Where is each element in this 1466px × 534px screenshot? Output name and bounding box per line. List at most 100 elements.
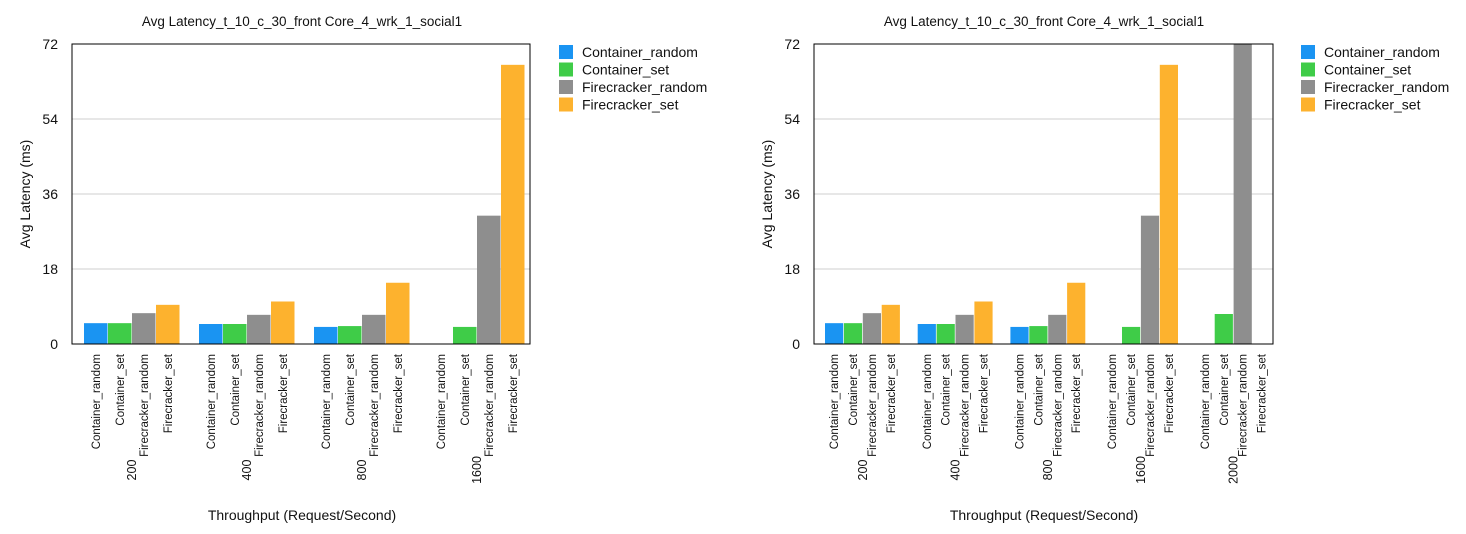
bar [199, 324, 223, 344]
bar [386, 282, 410, 344]
x-series-label: Firecracker_random [1238, 354, 1250, 457]
bar [1159, 64, 1178, 344]
y-tick-label: 0 [792, 336, 800, 352]
x-series-label: Firecracker_random [1145, 354, 1157, 457]
bar [1029, 326, 1048, 344]
bar [917, 324, 936, 344]
x-series-label: Container_random [1015, 354, 1027, 449]
chart-title: Avg Latency_t_10_c_30_front Core_4_wrk_1… [142, 14, 462, 29]
bar [108, 323, 132, 344]
x-series-label: Firecracker_set [1257, 353, 1269, 433]
bar [156, 304, 180, 344]
y-axis-label: Avg Latency (ms) [759, 140, 775, 249]
x-series-label: Firecracker_set [508, 353, 520, 433]
x-category-label: 1600 [1134, 456, 1148, 484]
bar [132, 313, 156, 344]
x-series-label: Container_random [206, 354, 218, 449]
plot-frame [813, 43, 1274, 345]
x-series-label: Container_set [460, 353, 472, 425]
y-tick-label: 36 [42, 186, 58, 202]
x-series-label: Container_set [848, 353, 860, 425]
x-category-label: 1600 [470, 456, 484, 484]
x-series-label: Container_set [115, 353, 127, 425]
x-series-label: Container_random [321, 354, 333, 449]
x-series-label: Firecracker_random [369, 354, 381, 457]
x-category-label: 800 [1041, 460, 1055, 481]
y-tick-label: 18 [42, 261, 58, 277]
x-category-label: 400 [240, 460, 254, 481]
y-tick-label: 36 [784, 186, 800, 202]
legend-label: Firecracker_random [582, 79, 707, 95]
bar [338, 326, 362, 344]
x-series-label: Firecracker_set [1164, 353, 1176, 433]
bar [453, 326, 477, 344]
y-tick-label: 0 [50, 336, 58, 352]
x-category-label: 2000 [1227, 456, 1241, 484]
y-axis-label: Avg Latency (ms) [17, 140, 33, 249]
bar [843, 323, 863, 344]
x-axis-label: Throughput (Request/Second) [208, 507, 396, 523]
x-series-label: Container_random [91, 354, 103, 449]
bar [1048, 314, 1067, 344]
bar [1122, 326, 1141, 344]
x-series-label: Container_random [436, 354, 448, 449]
x-series-label: Firecracker_random [139, 354, 151, 457]
x-series-label: Container_set [345, 353, 357, 425]
x-series-label: Firecracker_set [886, 353, 898, 433]
x-category-label: 200 [125, 460, 139, 481]
bar [477, 215, 501, 344]
x-series-label: Firecracker_random [1052, 354, 1064, 457]
legend-swatch [1301, 97, 1315, 112]
x-series-label: Firecracker_random [960, 354, 972, 457]
bar [1067, 282, 1086, 344]
legend-label: Firecracker_set [582, 97, 679, 113]
x-series-label: Container_random [829, 354, 841, 449]
x-series-label: Firecracker_random [484, 354, 496, 457]
legend-swatch [559, 45, 573, 59]
chart-title: Avg Latency_t_10_c_30_front Core_4_wrk_1… [884, 14, 1204, 29]
x-series-label: Container_set [1126, 353, 1138, 425]
chart-1: Avg Latency_t_10_c_30_front Core_4_wrk_1… [17, 14, 707, 523]
legend-label: Container_set [582, 62, 669, 78]
bar [955, 314, 974, 344]
x-category-label: 200 [856, 460, 870, 481]
legend-label: Container_set [1324, 62, 1411, 78]
x-series-label: Firecracker_set [979, 353, 991, 433]
bar [314, 326, 338, 344]
legend-swatch [1301, 80, 1315, 94]
bar [247, 314, 271, 344]
legend-swatch [559, 62, 573, 77]
legend: Container_randomContainer_setFirecracker… [559, 44, 707, 113]
legend-label: Container_random [1324, 44, 1440, 60]
y-tick-label: 72 [42, 36, 58, 52]
x-series-label: Container_set [230, 353, 242, 425]
x-series-label: Firecracker_set [1071, 353, 1083, 433]
plot-frame [71, 43, 531, 345]
bar [84, 323, 108, 344]
bar [974, 301, 993, 344]
x-series-label: Firecracker_set [278, 353, 290, 433]
y-tick-label: 18 [784, 261, 800, 277]
x-series-label: Firecracker_set [393, 353, 405, 433]
chart-2: Avg Latency_t_10_c_30_front Core_4_wrk_1… [759, 14, 1449, 523]
bar [271, 301, 295, 344]
legend-swatch [559, 97, 573, 112]
legend-label: Container_random [582, 44, 698, 60]
legend-swatch [1301, 62, 1315, 77]
bar [223, 324, 247, 344]
x-series-label: Firecracker_set [163, 353, 175, 433]
legend-label: Firecracker_set [1324, 97, 1421, 113]
y-tick-label: 54 [42, 111, 58, 127]
bar [501, 64, 525, 344]
y-tick-label: 72 [784, 36, 800, 52]
bar [362, 314, 386, 344]
bar [1233, 44, 1252, 344]
x-series-label: Container_random [922, 354, 934, 449]
x-series-label: Firecracker_random [867, 354, 879, 457]
bar [862, 313, 881, 344]
legend-label: Firecracker_random [1324, 79, 1449, 95]
legend: Container_randomContainer_setFirecracker… [1301, 44, 1449, 113]
x-series-label: Firecracker_random [254, 354, 266, 457]
y-tick-label: 54 [784, 111, 800, 127]
